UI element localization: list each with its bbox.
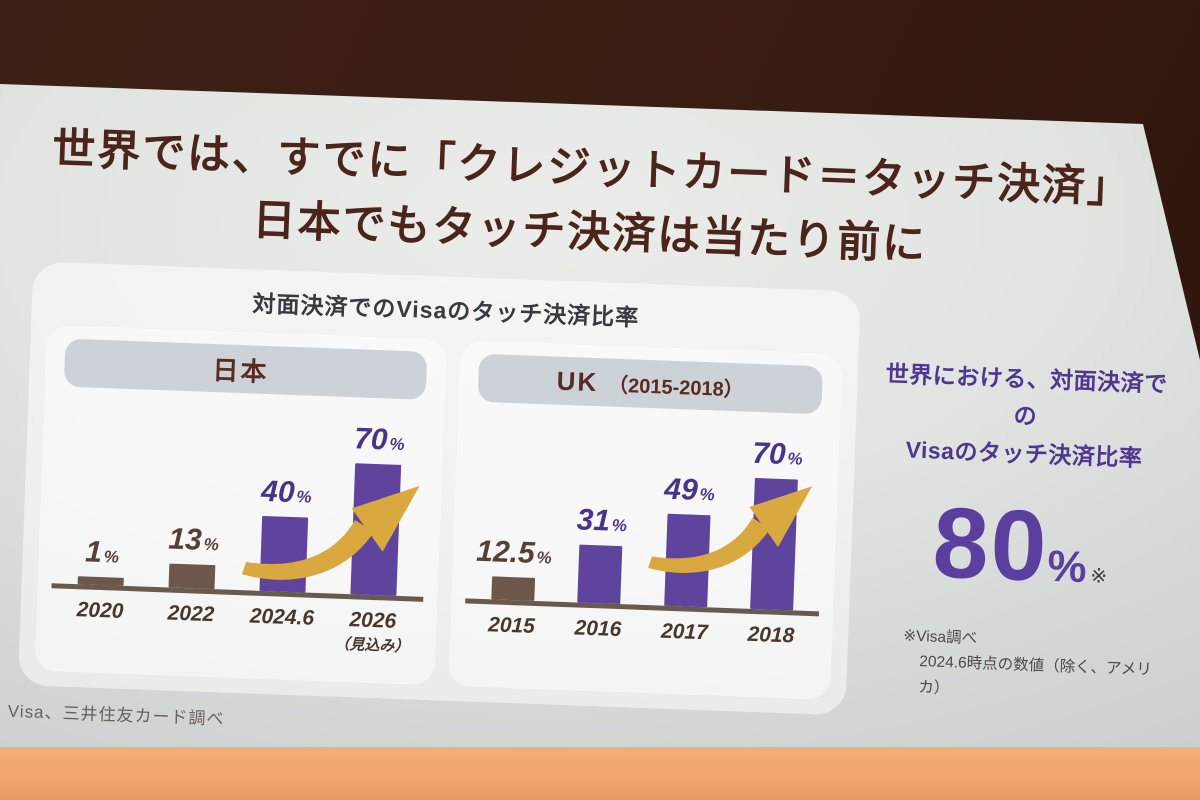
bar: [78, 576, 125, 586]
slide: 世界では、すでに「クレジットカード＝タッチ決済」 日本でもタッチ決済は当たり前に…: [0, 84, 1199, 747]
x-axis-label: 2022: [167, 601, 215, 627]
bar: [168, 563, 216, 590]
charts-row: 日本 1% 13% 40% 70% 2020 2022 2024.6 2026 （見込み） U…: [18, 310, 859, 700]
x-axis-label: 2015: [487, 613, 536, 638]
japan-chart-header: 日本: [63, 338, 428, 400]
japan-chart-panel: 日本 1% 13% 40% 70% 2020 2022 2024.6 2026 （見込み）: [34, 324, 447, 686]
x-axis-label-note: （見込み）: [334, 635, 410, 656]
warm-table-strip: [0, 747, 1200, 800]
x-axis-label: 2024.6: [249, 604, 315, 630]
reference-mark: ※: [1089, 565, 1108, 588]
bar-group: 31%: [556, 503, 646, 605]
chart-panel: 対面決済でのVisaのタッチ決済比率 日本 1% 13% 40% 70% 2020 20…: [17, 261, 861, 716]
uk-chart-header-sub: （2015-2018）: [607, 373, 745, 401]
world-summary-heading-line1: 世界における、対面決済での: [885, 360, 1169, 430]
world-summary-footnote-line2: 2024.6時点の数値（除く、アメリカ）: [918, 653, 1153, 698]
x-axis-label: 2018: [747, 622, 795, 648]
uk-chart-header: UK （2015-2018）: [477, 353, 824, 415]
world-summary: 世界における、対面決済での Visaのタッチ決済比率 80% ※ ※Visa調べ …: [871, 356, 1171, 710]
world-touch-rate-number: 80: [931, 486, 1051, 603]
bar-group: 12.5%: [469, 534, 558, 602]
bar-value-label: 31%: [576, 503, 628, 538]
bar-value-label: 70%: [353, 422, 405, 457]
world-touch-rate-value: 80% ※: [875, 483, 1167, 608]
bar-value-label: 12.5%: [475, 534, 553, 570]
world-summary-footnote: ※Visa調べ 2024.6時点の数値（除く、アメリカ）: [871, 622, 1162, 709]
bar-group: 13%: [146, 521, 239, 590]
bar: [577, 544, 623, 605]
growth-arrow-icon: [241, 485, 420, 580]
world-touch-rate-unit: %: [1046, 541, 1088, 592]
uk-chart-header-label: UK: [556, 365, 599, 397]
slide-title: 世界では、すでに「クレジットカード＝タッチ決済」 日本でもタッチ決済は当たり前に: [4, 116, 1178, 286]
japan-bar-chart: 1% 13% 40% 70% 2020 2022 2024.6 2026 （見込み）: [49, 392, 431, 656]
bar-value-label: 1%: [84, 535, 120, 570]
x-axis-label: 2016: [574, 616, 622, 642]
world-summary-heading: 世界における、対面決済での Visaのタッチ決済比率: [879, 356, 1171, 478]
x-axis-label: 2020: [76, 598, 124, 623]
x-axis-label: 2017: [660, 619, 709, 645]
bar-group: 1%: [56, 534, 149, 586]
x-axis-label: 2026 （見込み）: [326, 607, 419, 656]
growth-arrow-icon: [648, 486, 813, 573]
uk-chart-panel: UK （2015-2018） 12.5% 31% 49% 70% 2015 2016 201…: [447, 340, 843, 700]
source-footnote: ※ Visa、三井住友カード調べ: [0, 700, 225, 729]
japan-chart-header-label: 日本: [211, 354, 269, 387]
bar-value-label: 70%: [751, 436, 803, 472]
bar: [490, 575, 535, 601]
bar-value-label: 13%: [167, 522, 220, 557]
uk-bar-chart: 12.5% 31% 49% 70% 2015 2016 2017 2018: [464, 407, 827, 650]
